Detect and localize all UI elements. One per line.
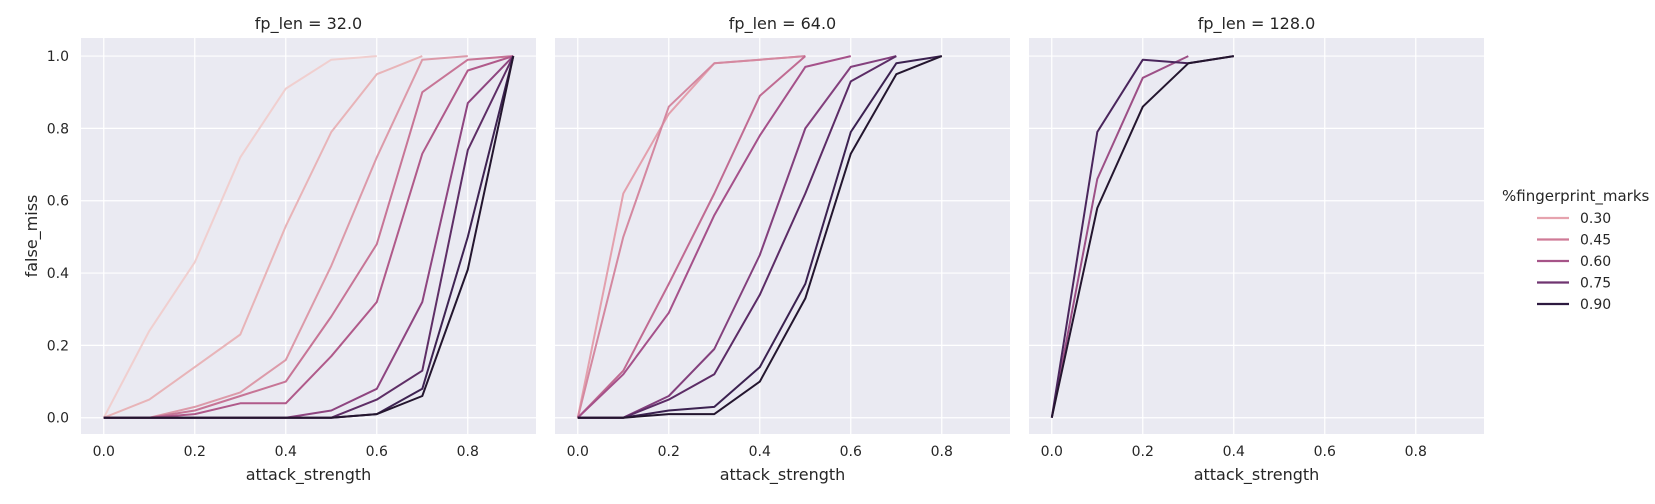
x-tick-label: 0.6 <box>840 444 862 460</box>
x-tick-label: 0.2 <box>184 444 206 460</box>
x-tick-label: 0.2 <box>1132 444 1154 460</box>
legend-title: %fingerprint_marks <box>1502 187 1650 206</box>
x-tick-label: 0.0 <box>1041 444 1063 460</box>
series-line-1-5 <box>577 55 897 419</box>
x-tick-label: 0.4 <box>1223 444 1245 460</box>
x-tick-label: 0.2 <box>658 444 680 460</box>
panel-background-0 <box>81 38 536 434</box>
x-tick-label: 0.0 <box>567 444 589 460</box>
panel-background-1 <box>555 38 1010 434</box>
x-tick-label: 0.8 <box>1405 444 1427 460</box>
series-line-1-1 <box>576 55 806 418</box>
y-tick-label: 0.6 <box>47 194 69 210</box>
x-axis-label: attack_strength <box>720 465 846 485</box>
legend-label: 0.60 <box>1580 254 1611 270</box>
series-line-1-2 <box>577 55 806 419</box>
x-tick-label: 0.8 <box>931 444 953 460</box>
legend-label: 0.75 <box>1580 276 1611 292</box>
series-line-0-8 <box>103 55 515 419</box>
y-tick-label: 0.2 <box>47 338 69 354</box>
panel-title: fp_len = 128.0 <box>1198 14 1316 34</box>
panel-title: fp_len = 64.0 <box>729 14 836 34</box>
x-tick-label: 0.6 <box>366 444 388 460</box>
panel-background-2 <box>1029 38 1484 434</box>
panel-title: fp_len = 32.0 <box>255 14 362 34</box>
series-line-1-7 <box>577 55 943 419</box>
legend-label: 0.30 <box>1580 211 1611 227</box>
legend-label: 0.45 <box>1580 233 1611 249</box>
series-line-0-3 <box>103 55 514 419</box>
series-line-1-3 <box>577 55 852 419</box>
y-tick-label: 0.0 <box>47 411 69 427</box>
series-line-0-2 <box>103 55 468 419</box>
series-line-0-0 <box>102 55 377 419</box>
series-line-2-0 <box>1050 55 1189 418</box>
y-tick-label: 0.4 <box>47 266 69 282</box>
legend-label: 0.90 <box>1580 297 1611 313</box>
series-line-0-1 <box>103 55 423 419</box>
x-tick-label: 0.8 <box>457 444 479 460</box>
x-tick-label: 0.4 <box>749 444 771 460</box>
x-tick-label: 0.0 <box>93 444 115 460</box>
x-axis-label: attack_strength <box>246 465 372 485</box>
series-line-0-4 <box>103 55 514 419</box>
y-axis-label: false_miss <box>22 195 42 278</box>
y-tick-label: 1.0 <box>47 49 69 65</box>
x-axis-label: attack_strength <box>1194 465 1320 485</box>
series-line-2-2 <box>1050 55 1234 418</box>
y-tick-label: 0.8 <box>47 121 69 137</box>
series-line-1-6 <box>577 55 942 419</box>
x-tick-label: 0.4 <box>275 444 297 460</box>
x-tick-label: 0.6 <box>1314 444 1336 460</box>
